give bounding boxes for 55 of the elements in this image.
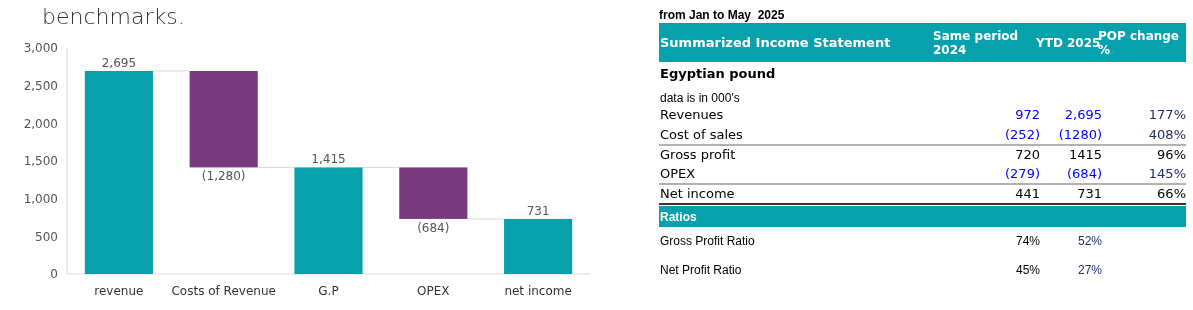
data-label: 731 xyxy=(526,203,550,218)
data-label: 441 xyxy=(1015,186,1040,202)
y-tick-label: 0 xyxy=(50,267,58,282)
y-tick-label: 2,000 xyxy=(23,116,58,131)
data-label: 177% xyxy=(1148,107,1186,122)
data-label: (252) xyxy=(1005,126,1040,142)
data-label: 1415 xyxy=(1068,146,1102,162)
data-label: 96% xyxy=(1157,146,1186,162)
y-tick-label: 1,500 xyxy=(23,154,58,169)
data-label: 45% xyxy=(1015,263,1041,277)
data-label: 972 xyxy=(1015,107,1040,122)
text: Summarized Income Statement xyxy=(660,35,891,50)
bar xyxy=(504,218,573,274)
bar xyxy=(399,167,468,219)
data-label: (1,280) xyxy=(201,169,246,184)
data-label: 74% xyxy=(1015,234,1041,248)
text: Ratios xyxy=(660,210,697,224)
data-label: 1,415 xyxy=(311,152,346,167)
y-tick-label: 500 xyxy=(35,229,58,244)
chart-title: benchmarks. xyxy=(42,4,185,29)
data-label: (684) xyxy=(417,220,450,235)
data-label: 2,695 xyxy=(1064,107,1102,122)
category-label: OPEX xyxy=(660,166,696,182)
y-tick-label: 1,000 xyxy=(23,191,58,206)
bar xyxy=(294,167,363,274)
data-label: (279) xyxy=(1005,166,1040,182)
data-label: 145% xyxy=(1148,166,1186,182)
y-tick-label: 3,000 xyxy=(23,41,58,56)
bar xyxy=(189,70,258,168)
category-label: Gross profit xyxy=(660,146,736,162)
category-label: Net income xyxy=(660,186,735,202)
x-tick-label: revenue xyxy=(94,284,144,298)
category-label: Net Profit Ratio xyxy=(660,263,742,277)
category-label: Revenues xyxy=(660,107,724,122)
data-label: (684) xyxy=(1067,166,1102,182)
bar xyxy=(84,70,153,274)
x-tick-label: G.P xyxy=(318,284,339,298)
data-label: 408% xyxy=(1148,126,1186,142)
text: Egyptian pound xyxy=(660,66,776,81)
x-tick-label: Costs of Revenue xyxy=(171,284,276,298)
text: data is in 000's xyxy=(660,91,740,105)
text: from Jan to May 2025 xyxy=(659,8,785,22)
y-tick-label: 2,500 xyxy=(23,78,58,93)
data-label: 720 xyxy=(1015,146,1040,162)
text: Same period 2024 xyxy=(933,29,1019,57)
data-label: 52% xyxy=(1077,234,1103,248)
category-label: Cost of sales xyxy=(660,126,744,142)
data-label: (1280) xyxy=(1058,126,1102,142)
data-label: 27% xyxy=(1077,263,1103,277)
data-label: 731 xyxy=(1077,186,1102,202)
data-label: 2,695 xyxy=(101,55,137,70)
x-tick-label: OPEX xyxy=(417,284,450,298)
data-label: 66% xyxy=(1157,186,1186,202)
x-tick-label: net income xyxy=(504,284,572,298)
category-label: Gross Profit Ratio xyxy=(660,234,756,248)
